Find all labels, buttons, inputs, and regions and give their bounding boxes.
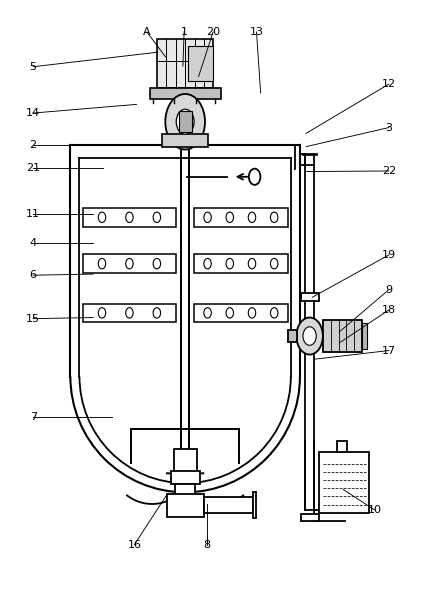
Circle shape	[126, 258, 133, 269]
Circle shape	[153, 212, 161, 223]
Text: 7: 7	[30, 412, 37, 422]
Text: 2: 2	[30, 140, 37, 150]
Circle shape	[153, 308, 161, 318]
Bar	[288, 330, 297, 342]
Text: 22: 22	[382, 166, 396, 176]
Circle shape	[226, 258, 233, 269]
Text: 9: 9	[385, 285, 392, 295]
Bar	[194, 304, 287, 322]
Text: 12: 12	[382, 79, 396, 89]
Circle shape	[165, 94, 205, 150]
Bar	[149, 88, 221, 99]
Circle shape	[303, 327, 316, 345]
Circle shape	[204, 212, 211, 223]
Circle shape	[248, 258, 256, 269]
Bar	[162, 135, 208, 147]
Bar	[253, 492, 256, 518]
Circle shape	[204, 308, 211, 318]
Circle shape	[249, 168, 260, 185]
Text: 13: 13	[249, 27, 263, 37]
Circle shape	[98, 212, 106, 223]
Bar	[170, 471, 200, 483]
Bar	[167, 493, 204, 517]
Bar	[319, 452, 369, 512]
Bar	[175, 483, 195, 510]
Circle shape	[248, 308, 256, 318]
Text: 15: 15	[26, 314, 40, 324]
Bar	[173, 449, 197, 472]
Text: 4: 4	[30, 238, 37, 248]
Bar	[337, 441, 347, 452]
Bar	[83, 304, 176, 322]
Circle shape	[126, 308, 133, 318]
Bar	[323, 320, 362, 352]
Circle shape	[226, 212, 233, 223]
Bar	[301, 514, 319, 521]
Bar	[194, 254, 287, 273]
Text: 8: 8	[203, 540, 211, 550]
Bar	[194, 208, 287, 226]
Text: 20: 20	[206, 27, 220, 37]
Text: 21: 21	[26, 163, 40, 173]
Text: 3: 3	[385, 122, 392, 132]
Text: 19: 19	[382, 250, 396, 260]
Bar	[188, 46, 213, 81]
Bar	[157, 39, 213, 88]
Bar	[83, 208, 176, 226]
Circle shape	[153, 258, 161, 269]
Text: 16: 16	[127, 540, 141, 550]
Circle shape	[204, 258, 211, 269]
Text: 17: 17	[382, 346, 396, 356]
Circle shape	[98, 258, 106, 269]
Bar	[179, 111, 192, 132]
Text: 10: 10	[368, 505, 381, 515]
Text: 6: 6	[30, 270, 37, 280]
Circle shape	[271, 258, 278, 269]
Bar	[204, 497, 253, 513]
Circle shape	[176, 109, 194, 134]
Text: 14: 14	[26, 108, 40, 118]
Circle shape	[271, 212, 278, 223]
Text: 5: 5	[30, 61, 37, 72]
Text: 1: 1	[181, 27, 188, 37]
Text: 11: 11	[26, 209, 40, 219]
Circle shape	[226, 308, 233, 318]
Bar	[301, 293, 319, 301]
Circle shape	[98, 308, 106, 318]
Circle shape	[296, 317, 323, 355]
Circle shape	[248, 212, 256, 223]
Bar	[83, 254, 176, 273]
Circle shape	[126, 212, 133, 223]
Bar	[362, 323, 367, 349]
Text: 18: 18	[382, 305, 396, 315]
Circle shape	[271, 308, 278, 318]
Text: A: A	[143, 27, 151, 37]
